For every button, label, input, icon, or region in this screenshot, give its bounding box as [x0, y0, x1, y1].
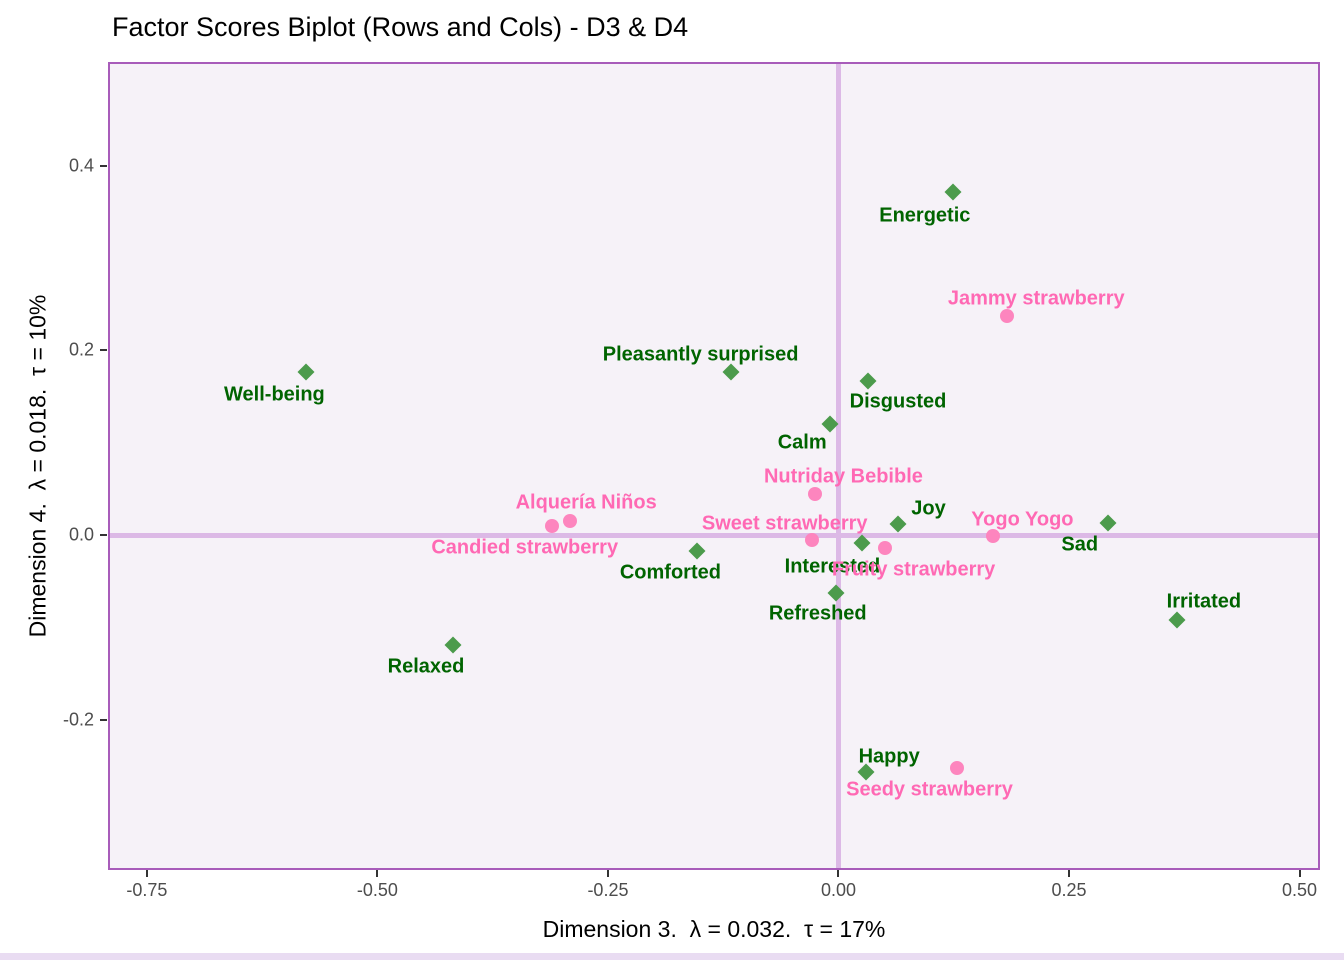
zero-line-horizontal	[110, 532, 1318, 538]
x-axis-title: Dimension 3. λ = 0.032. τ = 17%	[542, 916, 886, 942]
point-candied-strawberry	[544, 519, 559, 534]
x-tick-mark	[1068, 870, 1071, 877]
point-label-candied-strawberry: Candied strawberry	[431, 536, 619, 559]
point-label-yogo-yogo: Yogo Yogo	[971, 508, 1074, 531]
x-tick-label: -0.50	[356, 880, 398, 900]
point-label-seedy-strawberry: Seedy strawberry	[846, 778, 1013, 801]
point-label-irritated: Irritated	[1166, 590, 1242, 613]
point-label-sad: Sad	[1061, 533, 1099, 556]
point-label-calm: Calm	[777, 431, 827, 454]
bottom-strip	[0, 953, 1344, 960]
point-refreshed	[827, 584, 845, 602]
x-tick-mark	[837, 870, 840, 877]
y-tick-label: -0.2	[62, 709, 94, 730]
point-label-interested: Interested	[784, 555, 881, 578]
y-axis-title: Dimension 4. λ = 0.018. τ = 10%	[24, 294, 51, 638]
point-nutriday-bebible	[808, 486, 823, 501]
point-label-jammy-strawberry: Jammy strawberry	[947, 287, 1125, 310]
point-jammy-strawberry	[1000, 309, 1015, 324]
x-tick-mark	[145, 870, 148, 877]
x-tick-label: -0.75	[126, 880, 168, 900]
chart-title: Factor Scores Biplot (Rows and Cols) - D…	[112, 12, 689, 42]
x-tick-label: 0.25	[1051, 880, 1087, 900]
point-well-being	[297, 363, 315, 381]
point-seedy-strawberry	[949, 761, 964, 776]
y-tick-mark	[100, 164, 107, 167]
point-joy	[889, 515, 906, 533]
point-comforted	[688, 542, 706, 560]
point-label-pleasantly-surprised: Pleasantly surprised	[602, 343, 799, 366]
point-fruity-strawberry	[877, 541, 892, 556]
point-irritated	[1168, 611, 1186, 629]
x-tick-mark	[606, 870, 609, 877]
x-tick-label: 0.50	[1282, 880, 1318, 900]
y-tick-label: 0.2	[68, 339, 94, 360]
x-tick-label: 0.00	[820, 880, 857, 900]
plot-panel: Energetic Pleasantly surprised Well-being D…	[108, 62, 1320, 870]
x-tick-mark	[376, 870, 379, 877]
point-sweet-strawberry	[804, 532, 819, 547]
point-energetic	[944, 183, 962, 201]
point-label-alqueria-ninos: Alquería Niños	[515, 491, 657, 514]
y-tick-label: 0.4	[68, 155, 94, 176]
y-tick-label: 0.0	[68, 524, 94, 545]
y-tick-mark	[100, 534, 107, 537]
point-sad	[1099, 514, 1117, 532]
point-alqueria-ninos	[563, 513, 578, 528]
point-label-sweet-strawberry: Sweet strawberry	[701, 512, 868, 535]
point-disgusted	[859, 372, 877, 390]
point-yogo-yogo	[986, 529, 1001, 544]
point-label-well-being: Well-being	[224, 383, 325, 406]
zero-line-vertical	[835, 64, 841, 868]
y-tick-mark	[100, 719, 107, 722]
point-label-joy: Joy	[911, 497, 946, 520]
point-label-energetic: Energetic	[879, 204, 971, 227]
point-relaxed	[444, 636, 462, 654]
x-tick-mark	[1298, 870, 1301, 877]
point-label-fruity-strawberry: Fruity strawberry	[831, 558, 996, 581]
x-tick-label: -0.25	[587, 880, 629, 900]
point-label-happy: Happy	[858, 745, 920, 768]
y-tick-mark	[100, 349, 107, 352]
point-label-relaxed: Relaxed	[387, 655, 465, 678]
point-label-nutriday-bebible: Nutriday Bebible	[763, 465, 923, 488]
point-label-comforted: Comforted	[619, 561, 721, 584]
point-label-disgusted: Disgusted	[849, 390, 947, 413]
point-label-refreshed: Refreshed	[768, 602, 867, 625]
